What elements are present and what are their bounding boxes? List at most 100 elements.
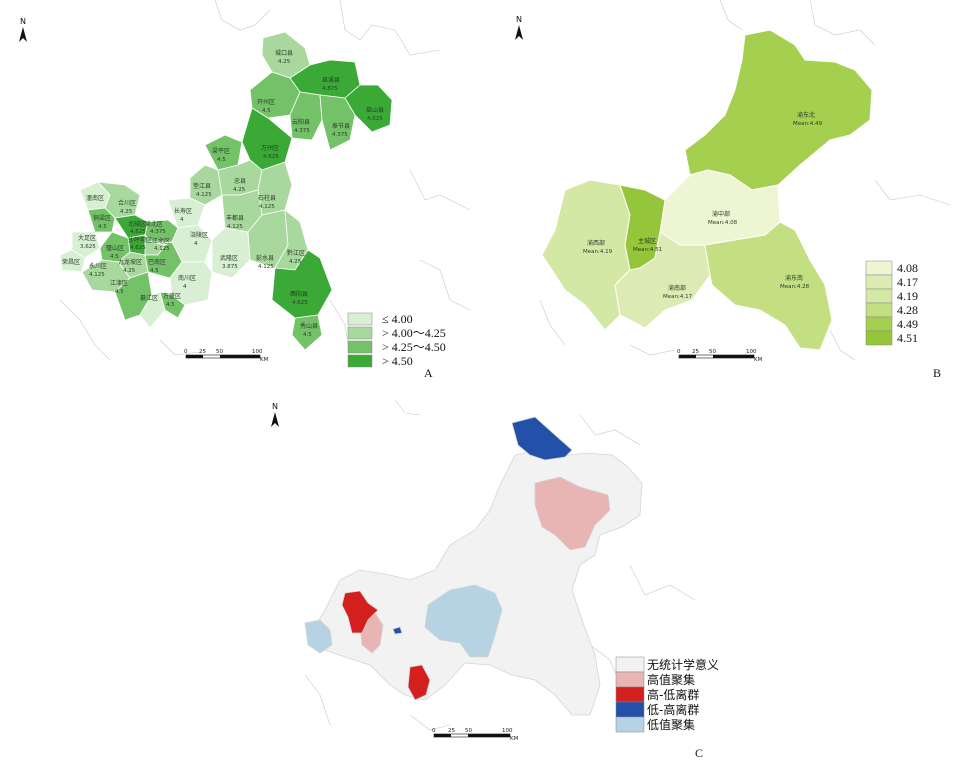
value-jiangjin: 4.5 (115, 289, 124, 295)
legend-a-item-3: > 4.50 (382, 354, 413, 368)
svg-text:25: 25 (692, 349, 699, 355)
label-changshou: 长寿区 (174, 207, 192, 215)
label-liangping: 梁平区 (212, 147, 230, 155)
value-youyang: 4.625 (292, 300, 308, 306)
label-dazu: 大足区 (78, 234, 96, 242)
panel-b-region-map: N 渝东北 Mean:4.49 渝中部 Mean:4.08 渝西部 Mean:4… (480, 0, 957, 385)
value-wansheng: 4.5 (166, 302, 175, 308)
legend-a: ≤ 4.00 > 4.00～4.25 > 4.25～4.50 > 4.50 (347, 312, 446, 368)
panel-a-map-svg: N (19, 0, 471, 380)
label-tongliang: 铜梁区 (93, 214, 111, 222)
legend-c-item-4: 低值聚集 (647, 717, 695, 732)
scale-bar-c: 0 25 50 100 KM (432, 728, 519, 742)
panel-a-letter: A (424, 366, 433, 380)
legend-a-item-1: > 4.00～4.25 (382, 326, 446, 340)
value-zhongxian: 4.25 (233, 187, 246, 193)
value-chengkou: 4.25 (278, 59, 291, 65)
svg-text:N: N (516, 15, 522, 24)
value-nanchuan: 4 (183, 284, 187, 290)
value-yubei: 4.375 (150, 229, 166, 235)
label-bishan: 璧山区 (106, 244, 124, 252)
label-region-2: 渝西部 (587, 239, 605, 247)
legend-c-item-3: 低-高离群 (647, 702, 699, 717)
value-beibei: 4.625 (130, 229, 146, 235)
label-yubei: 渝北区 (145, 220, 163, 228)
svg-text:100: 100 (502, 728, 513, 734)
label-xiushan: 秀山县 (300, 322, 318, 330)
svg-text:KM: KM (510, 736, 519, 742)
panel-c-map-svg: N 0 25 50 100 KM (271, 399, 719, 760)
scale-bar-b: 0 25 50 100 KM (677, 349, 763, 363)
panel-a-district-map: N (0, 0, 480, 385)
scale-bar: 0 25 50 100 KM (184, 349, 269, 363)
label-region-0: 渝东北 (797, 111, 815, 119)
label-region-5: 渝东南 (785, 274, 803, 282)
label-youyang: 酉阳县 (290, 290, 308, 298)
value-tongliang: 4.5 (98, 224, 107, 230)
svg-text:KM: KM (260, 357, 269, 363)
svg-text:50: 50 (465, 728, 472, 734)
legend-c-item-1: 高值聚集 (647, 672, 695, 687)
north-arrow-icon: N (515, 15, 523, 40)
label-wushan: 巫山县 (366, 106, 384, 114)
region-polygons (541, 29, 873, 351)
value-wushan: 4.625 (367, 116, 383, 122)
label-dianjiang: 垫江县 (193, 182, 211, 190)
label-tongnan: 潼南区 (86, 194, 104, 202)
label-shapingba: 沙坪坝区 (128, 236, 152, 244)
region-labels: 渝东北 Mean:4.49 渝中部 Mean:4.08 渝西部 Mean:4.1… (583, 111, 823, 300)
legend-b-item-3: 4.28 (897, 303, 918, 317)
mean-region-1: Mean:4.08 (708, 220, 738, 226)
label-jiangbei: 江北区 (152, 237, 170, 245)
label-wansheng: 万盛区 (163, 292, 181, 300)
label-fengjie: 奉节县 (332, 122, 350, 130)
mean-region-0: Mean:4.49 (793, 121, 823, 127)
legend-b-item-0: 4.08 (897, 261, 918, 275)
label-wuxi: 巫溪县 (322, 76, 340, 84)
label-shizhu: 石柱县 (258, 194, 276, 202)
panel-b-map-svg: N 渝东北 Mean:4.49 渝中部 Mean:4.08 渝西部 Mean:4… (515, 0, 951, 380)
background-boundaries-b (539, 0, 951, 361)
svg-text:50: 50 (216, 349, 223, 355)
svg-text:0: 0 (184, 349, 188, 355)
svg-text:KM: KM (754, 357, 763, 363)
value-wanzhou: 4.625 (263, 154, 279, 160)
value-wulong: 3.875 (222, 264, 238, 270)
legend-b-item-2: 4.19 (897, 289, 918, 303)
label-chengkou: 城口县 (275, 50, 293, 57)
label-nanchuan: 南川区 (178, 274, 196, 282)
label-fuling: 涪陵区 (190, 231, 208, 239)
value-yunyang: 4.375 (294, 128, 310, 134)
svg-text:25: 25 (199, 349, 206, 355)
background-boundaries (59, 0, 471, 361)
svg-text:100: 100 (746, 349, 757, 355)
panel-b-letter: B (933, 366, 941, 380)
value-jiangbei: 4.125 (154, 246, 170, 252)
background-boundaries-c (304, 399, 696, 731)
label-wulong: 武隆区 (220, 254, 238, 262)
label-region-1: 渝中部 (712, 210, 730, 218)
mean-region-3: Mean:4.51 (633, 247, 662, 253)
svg-text:25: 25 (448, 728, 455, 734)
label-region-4: 渝南部 (668, 284, 686, 292)
legend-c: 无统计学意义 高值聚集 高-低离群 低-高离群 低值聚集 (615, 656, 719, 733)
mean-region-2: Mean:4.19 (583, 249, 613, 255)
label-region-3: 主城区 (638, 237, 656, 245)
value-dianjiang: 4.125 (196, 192, 212, 198)
label-zhongxian: 忠县 (234, 177, 246, 185)
legend-a-item-0: ≤ 4.00 (382, 312, 413, 326)
north-arrow-icon: N (271, 402, 279, 427)
svg-text:0: 0 (677, 349, 681, 355)
value-banan: 4.5 (150, 268, 159, 274)
value-jiulongpo: 4.25 (123, 268, 136, 274)
value-fengdu: 4.125 (227, 224, 243, 230)
district-labels: 城口县 4.25 巫溪县 4.875 开州区 4.5 云阳县 4.375 奉节县… (62, 50, 384, 338)
legend-b-item-4: 4.49 (897, 317, 918, 331)
value-shizhu: 4.125 (259, 204, 275, 210)
value-dazu: 3.625 (80, 244, 96, 250)
svg-text:0: 0 (432, 728, 436, 734)
label-fengdu: 丰都县 (226, 214, 244, 222)
value-liangping: 4.5 (217, 157, 226, 163)
label-rongchang: 荣昌区 (62, 258, 80, 266)
legend-b: 4.08 4.17 4.19 4.28 4.49 4.51 (865, 260, 918, 346)
